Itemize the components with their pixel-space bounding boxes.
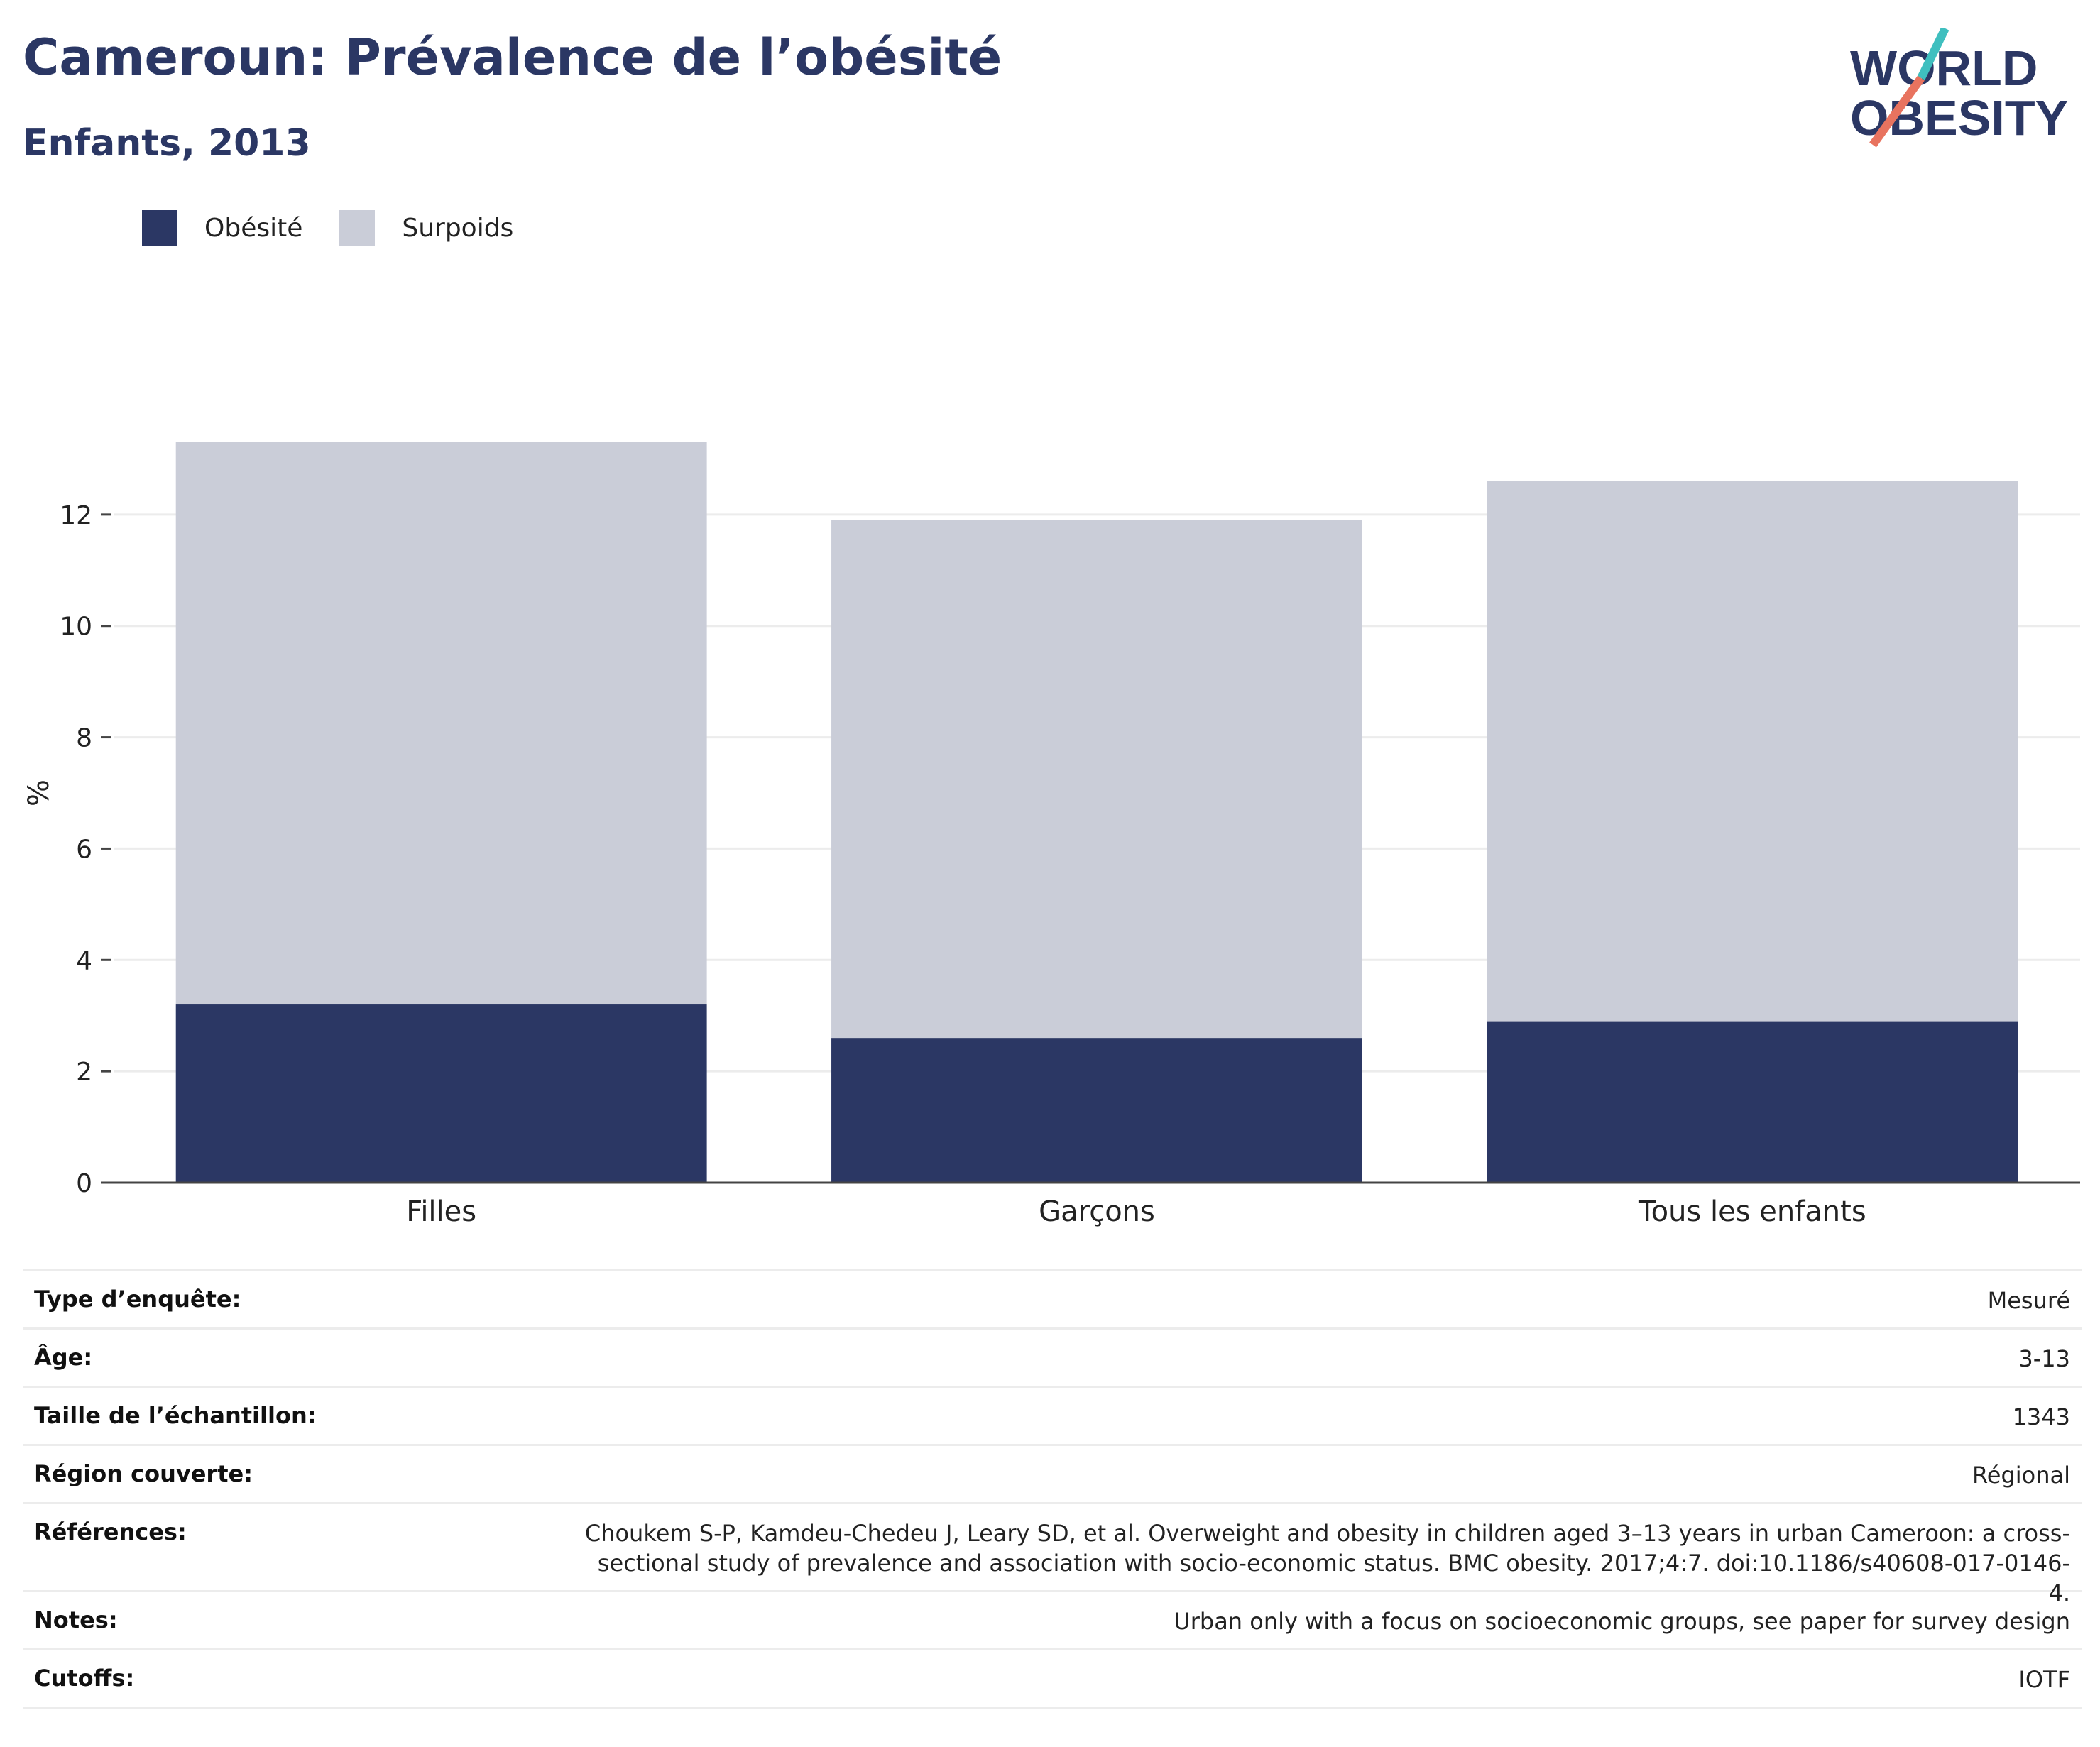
bar-surpoids-1 — [831, 520, 1362, 1039]
info-key: Cutoffs: — [34, 1665, 135, 1692]
bar-obesite-1 — [831, 1038, 1362, 1183]
info-key: Région couverte: — [34, 1460, 253, 1487]
x-tick-label-1: Garçons — [1039, 1195, 1155, 1228]
info-row: Cutoffs: IOTF — [23, 1650, 2082, 1709]
y-tick-label-10: 10 — [60, 613, 92, 642]
y-tick-label-2: 2 — [76, 1058, 92, 1087]
bar-obesite-0 — [175, 1004, 707, 1183]
info-row: Notes: Urban only with a focus on socioec… — [23, 1592, 2082, 1650]
y-axis-label: % — [23, 779, 55, 806]
y-tick-label-4: 4 — [76, 946, 92, 975]
info-value: Urban only with a focus on socioeconomic… — [1174, 1608, 2070, 1635]
info-row: Références: Choukem S-P, Kamdeu-Chedeu J,… — [23, 1504, 2082, 1606]
info-row: Type d’enquête: Mesuré — [23, 1271, 2082, 1330]
legend-label-surpoids: Surpoids — [402, 213, 514, 243]
info-row: Âge: 3-13 — [23, 1330, 2082, 1388]
info-value: Choukem S-P, Kamdeu-Chedeu J, Leary SD, … — [584, 1520, 2070, 1606]
logo-slash-coral — [1869, 75, 1925, 148]
chart-legend: Obésité Surpoids — [142, 210, 550, 246]
page-subtitle: Enfants, 2013 — [23, 122, 311, 165]
x-tick-label-2: Tous les enfants — [1638, 1195, 1866, 1228]
survey-info-table: Type d’enquête: Mesuré Âge: 3-13 Taille de l… — [23, 1269, 2082, 1709]
legend-swatch-obesite — [142, 210, 177, 246]
legend-item-obesite[interactable]: Obésité — [142, 210, 302, 246]
info-key: Notes: — [34, 1606, 118, 1633]
legend-item-surpoids[interactable]: Surpoids — [339, 210, 513, 246]
stacked-bar-chart: 0 2 4 6 8 10 12% Filles Garçons Tous les enfants — [23, 442, 2080, 1228]
info-key: Âge: — [34, 1344, 93, 1371]
info-value: 3-13 — [2018, 1345, 2070, 1372]
info-key: Type d’enquête: — [34, 1286, 241, 1313]
info-row: Région couverte: Régional — [23, 1446, 2082, 1504]
page-title: Cameroun: Prévalence de l’obésité — [23, 28, 1002, 87]
info-value: IOTF — [2018, 1666, 2070, 1693]
legend-label-obesite: Obésité — [204, 213, 303, 243]
logo-line-1: WORLD — [1850, 40, 2038, 96]
logo-line-2: OBESITY — [1850, 90, 2068, 146]
info-key: Taille de l’échantillon: — [34, 1402, 317, 1429]
logo-slash-teal — [1917, 28, 1949, 80]
legend-swatch-surpoids — [339, 210, 376, 246]
x-tick-label-0: Filles — [406, 1195, 476, 1228]
info-value: Régional — [1972, 1462, 2070, 1489]
y-tick-label-8: 8 — [76, 724, 92, 753]
y-tick-label-6: 6 — [76, 835, 92, 864]
world-obesity-logo: WORLD OBESITY — [1850, 28, 2068, 148]
bar-obesite-2 — [1487, 1021, 2018, 1183]
bar-surpoids-0 — [175, 442, 707, 1005]
info-value: 1343 — [2012, 1403, 2070, 1430]
info-key: Références: — [34, 1518, 187, 1545]
info-row: Taille de l’échantillon: 1343 — [23, 1388, 2082, 1446]
y-tick-label-12: 12 — [60, 501, 92, 530]
bar-surpoids-2 — [1487, 481, 2018, 1022]
y-tick-label-0: 0 — [76, 1169, 92, 1198]
info-value: Mesuré — [1987, 1287, 2070, 1314]
